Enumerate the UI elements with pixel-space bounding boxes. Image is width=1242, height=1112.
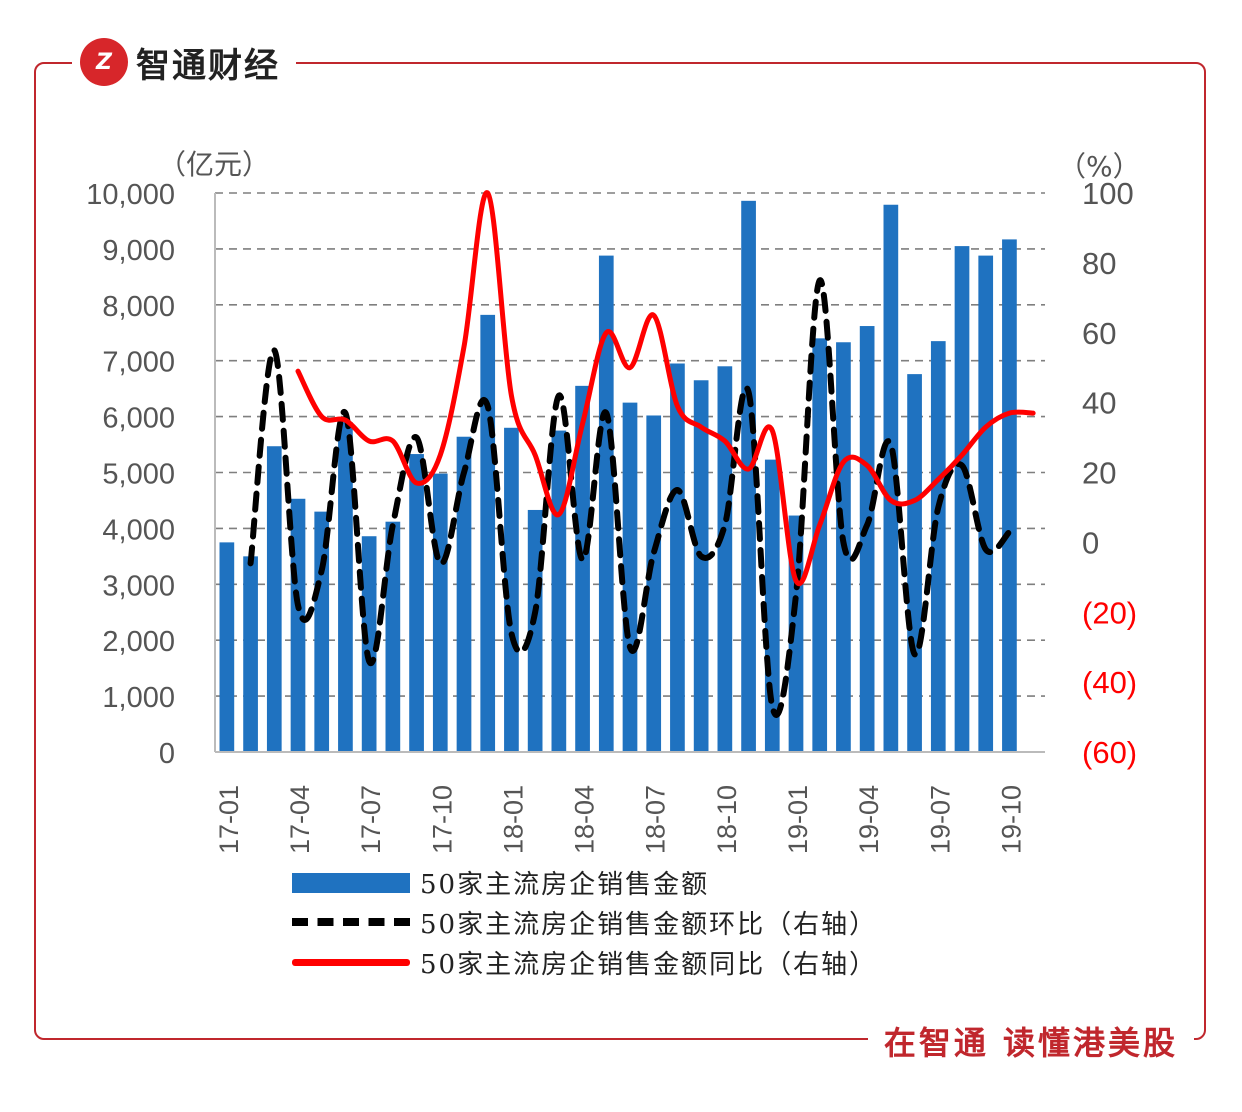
left-tick-label: 10,000 <box>86 179 175 211</box>
footer-slogan: 在智通 读懂港美股 <box>867 1018 1194 1064</box>
x-tick-label: 19-04 <box>854 785 884 854</box>
bar-18-11 <box>741 200 756 753</box>
bar-17-12 <box>480 314 496 752</box>
bar-17-10 <box>432 473 448 752</box>
right-tick-label: 60 <box>1082 316 1116 351</box>
x-tick-label: 17-10 <box>427 785 457 854</box>
series-line-1 <box>247 277 1013 718</box>
legend-label-yoy: 50家主流房企销售金额同比（右轴） <box>420 949 878 980</box>
brand-name: 智通财经 <box>136 45 280 86</box>
bar-19-02 <box>812 338 828 752</box>
legend-label-sales: 50家主流房企销售金额 <box>420 869 710 900</box>
left-tick-label: 6,000 <box>102 403 175 435</box>
right-tick-label: 80 <box>1082 246 1116 281</box>
legend-item-sales: 50家主流房企销售金额 <box>292 862 877 902</box>
left-tick-label: 1,000 <box>102 682 175 714</box>
legend-swatch-red <box>292 951 410 973</box>
left-tick-label: 7,000 <box>102 347 175 379</box>
bar-18-01 <box>504 427 519 752</box>
x-tick-label: 19-01 <box>783 785 813 854</box>
right-tick-label: (60) <box>1082 735 1137 770</box>
bar-19-04 <box>859 326 875 752</box>
bar-17-01 <box>219 542 235 752</box>
bar-17-03 <box>266 446 282 752</box>
x-tick-label: 18-04 <box>570 785 600 854</box>
left-tick-label: 8,000 <box>102 291 175 323</box>
left-tick-label: 5,000 <box>102 459 175 491</box>
bar-18-05 <box>598 255 614 752</box>
bar-18-09 <box>693 380 709 752</box>
bar-19-05 <box>883 204 899 752</box>
bar-17-08 <box>385 521 401 752</box>
brand-logo-icon: Z <box>80 38 128 86</box>
right-tick-label: 20 <box>1082 456 1116 491</box>
brand-header: Z 智通财经 <box>72 34 296 90</box>
bar-17-11 <box>456 436 472 752</box>
bar-18-12 <box>764 459 780 752</box>
x-tick-label: 19-07 <box>925 785 955 854</box>
x-tick-label: 18-07 <box>641 785 671 854</box>
bar-17-07 <box>361 536 377 752</box>
bar-19-08 <box>954 246 970 753</box>
right-axis-unit: （%） <box>1058 150 1141 183</box>
right-tick-label: (40) <box>1082 665 1137 700</box>
left-tick-label: 4,000 <box>102 514 175 546</box>
bar-19-10 <box>1002 239 1017 753</box>
chart-frame <box>34 62 1206 1040</box>
bar-18-04 <box>575 385 590 752</box>
bar-17-05 <box>314 511 330 752</box>
left-tick-label: 9,000 <box>102 235 175 267</box>
bar-18-07 <box>646 415 662 752</box>
legend-item-mom: 50家主流房企销售金额环比（右轴） <box>292 902 877 942</box>
x-tick-label: 17-01 <box>214 785 244 854</box>
x-tick-label: 17-04 <box>285 785 315 854</box>
bar-18-03 <box>551 430 567 752</box>
bar-19-06 <box>907 374 922 752</box>
legend-swatch-dash <box>292 911 410 933</box>
x-tick-label: 18-01 <box>498 785 528 854</box>
bar-17-04 <box>290 498 306 752</box>
bar-19-09 <box>978 255 994 752</box>
left-tick-label: 3,000 <box>102 570 175 602</box>
x-tick-label: 18-10 <box>712 785 742 854</box>
legend-item-yoy: 50家主流房企销售金额同比（右轴） <box>292 942 877 982</box>
left-tick-label: 2,000 <box>102 626 175 658</box>
bar-18-06 <box>622 402 638 752</box>
left-axis-unit: （亿元） <box>158 148 270 181</box>
right-tick-label: (20) <box>1082 595 1137 630</box>
bar-17-02 <box>243 556 258 752</box>
bar-17-06 <box>338 422 353 752</box>
bar-18-10 <box>717 366 733 752</box>
bar-17-09 <box>409 454 424 752</box>
right-tick-label: 40 <box>1082 386 1116 421</box>
legend-swatch-bar <box>292 872 410 893</box>
bar-18-08 <box>670 363 685 752</box>
left-tick-label: 0 <box>159 738 175 770</box>
legend-label-mom: 50家主流房企销售金额环比（右轴） <box>420 909 878 940</box>
right-tick-label: 100 <box>1082 176 1134 211</box>
series-line-2 <box>295 190 1036 587</box>
x-tick-label: 19-10 <box>996 785 1026 854</box>
x-tick-label: 17-07 <box>356 785 386 854</box>
right-tick-label: 0 <box>1082 525 1099 560</box>
bar-19-07 <box>930 341 946 752</box>
chart-legend: 50家主流房企销售金额 50家主流房企销售金额环比（右轴） 50家主流房企销售金… <box>292 862 877 982</box>
